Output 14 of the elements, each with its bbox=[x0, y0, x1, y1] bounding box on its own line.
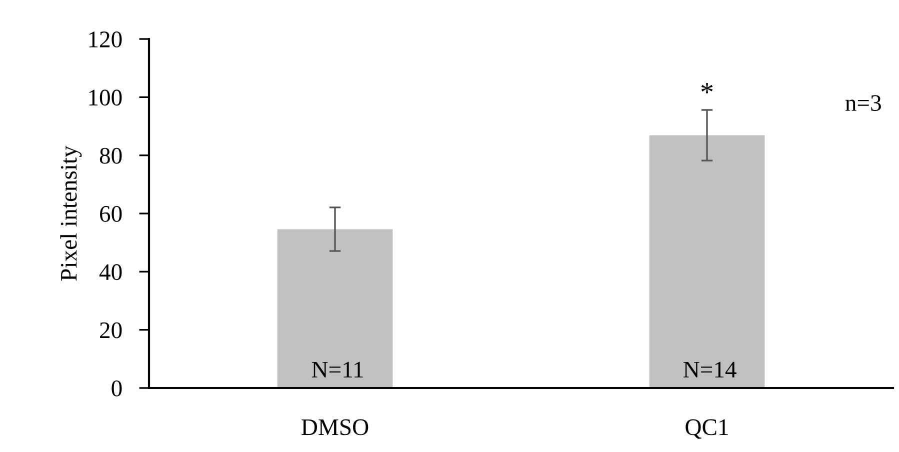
y-axis-title: Pixel intensity bbox=[60, 146, 82, 281]
y-tick-label: 100 bbox=[89, 90, 122, 106]
y-tick-label: 40 bbox=[99, 264, 122, 280]
y-tick-label: 0 bbox=[112, 380, 122, 396]
annotation: N=14 bbox=[683, 362, 736, 378]
x-tick-label: QC1 bbox=[686, 419, 728, 439]
annotation: * bbox=[701, 83, 713, 94]
annotation: N=11 bbox=[312, 362, 363, 378]
y-tick-label: 60 bbox=[100, 206, 122, 222]
annotation: n=3 bbox=[845, 95, 881, 111]
y-tick-label: 80 bbox=[100, 148, 122, 164]
y-tick-label: 120 bbox=[89, 31, 122, 48]
x-tick-label: DMSO bbox=[302, 419, 368, 436]
y-tick-label: 20 bbox=[100, 322, 122, 338]
